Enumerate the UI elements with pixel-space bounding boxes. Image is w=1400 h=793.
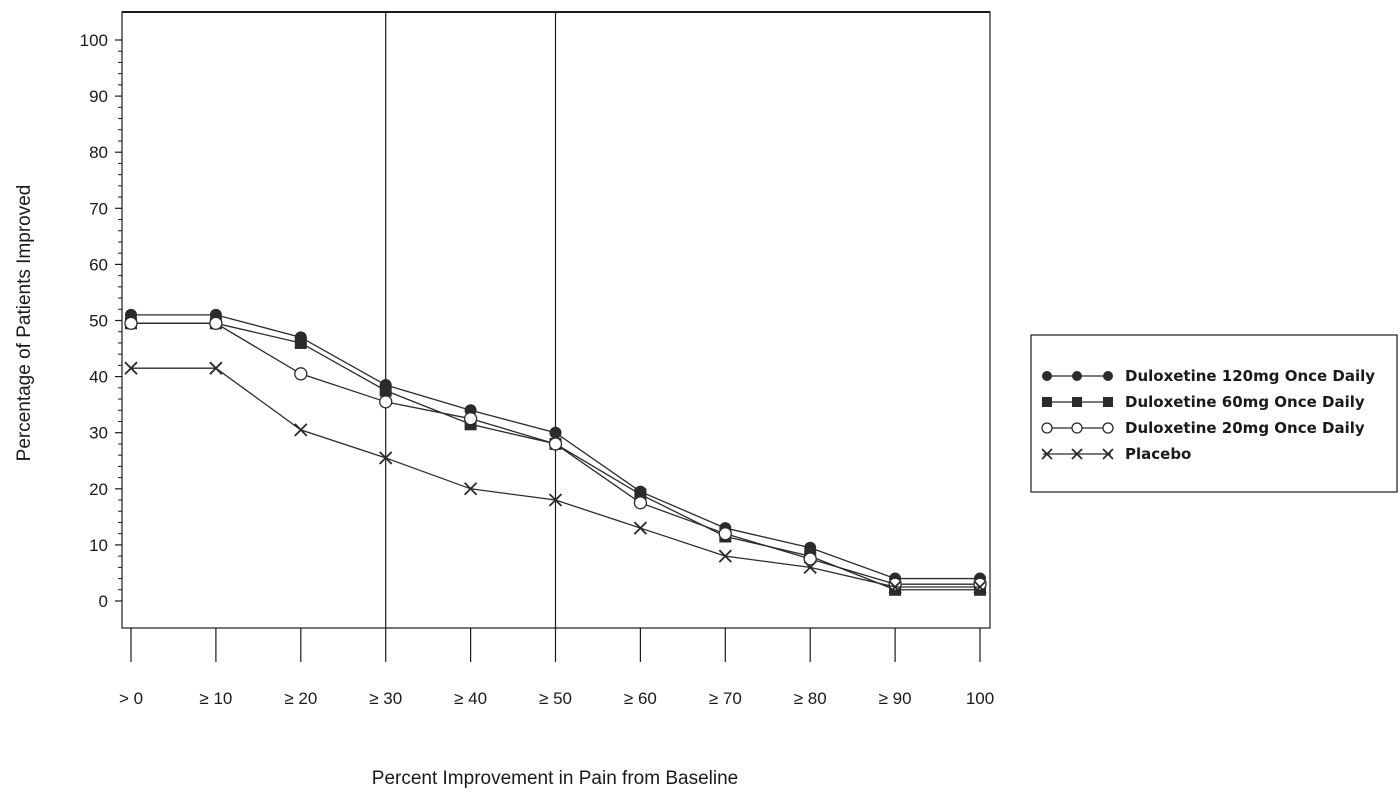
marker (1102, 422, 1114, 434)
marker (548, 493, 563, 507)
marker (548, 437, 563, 451)
marker (1041, 422, 1053, 434)
marker (379, 451, 393, 465)
legend-label: Duloxetine 120mg Once Daily (1125, 367, 1375, 385)
legend-entry: Duloxetine 60mg Once Daily (1042, 393, 1365, 411)
marker (124, 316, 138, 330)
marker (888, 577, 902, 591)
x-tick-label: 100 (966, 689, 994, 708)
marker (1103, 371, 1113, 381)
y-tick-label: 60 (89, 255, 108, 274)
x-tick-label: ≥ 20 (284, 689, 317, 708)
marker-stroke (548, 493, 563, 507)
marker (1042, 371, 1052, 381)
axes: 0 10 20 30 40 50 60 70 80 90 100 > 0 ≥ 10 ≥ 20 ≥ 30 ≥ 4… (80, 11, 994, 708)
x-tick-label: > 0 (119, 689, 143, 708)
marker-stroke (1041, 448, 1053, 460)
legend-label: Placebo (1125, 445, 1191, 463)
legend-label: Duloxetine 20mg Once Daily (1125, 419, 1365, 437)
marker (209, 361, 223, 375)
marker (973, 580, 987, 594)
marker (294, 423, 308, 437)
marker-stroke (124, 361, 138, 375)
y-tick-label: 20 (89, 480, 108, 499)
x-tick-label: ≥ 80 (794, 689, 827, 708)
marker-stroke (888, 580, 902, 594)
marker (1071, 422, 1083, 434)
marker (803, 560, 817, 574)
marker-stroke (1071, 448, 1083, 460)
legend-entry: Duloxetine 120mg Once Daily (1042, 367, 1375, 385)
x-tick-label: ≥ 60 (624, 689, 657, 708)
marker (463, 482, 478, 496)
marker-stroke (379, 451, 393, 465)
marker (379, 384, 392, 397)
marker-stroke (1102, 448, 1114, 460)
marker (294, 336, 307, 349)
marker-stroke (294, 423, 308, 437)
x-tick-label: ≥ 90 (879, 689, 912, 708)
x-tick-label: ≥ 40 (454, 689, 487, 708)
marker (1071, 448, 1083, 460)
x-tick-label: ≥ 10 (199, 689, 232, 708)
y-tick-label: 40 (89, 368, 108, 387)
series-layer (124, 308, 987, 596)
marker (973, 577, 987, 591)
series-3 (124, 316, 987, 591)
marker (1072, 371, 1082, 381)
y-tick-label: 70 (89, 199, 108, 218)
y-tick-label: 80 (89, 143, 108, 162)
marker (888, 580, 902, 594)
marker (463, 412, 478, 426)
x-tick-label: ≥ 30 (369, 689, 402, 708)
y-tick-label: 90 (89, 87, 108, 106)
marker (718, 549, 732, 563)
series-4 (124, 361, 987, 594)
marker-stroke (803, 560, 817, 574)
marker (1102, 448, 1114, 460)
marker (1041, 448, 1053, 460)
marker (718, 527, 732, 541)
marker (803, 552, 817, 566)
marker-stroke (718, 549, 732, 563)
marker (294, 367, 308, 381)
y-tick-label: 10 (89, 536, 108, 555)
x-tick-label: ≥ 50 (539, 689, 572, 708)
legend-label: Duloxetine 60mg Once Daily (1125, 393, 1365, 411)
marker (209, 316, 223, 330)
y-axis-title: Percentage of Patients Improved (14, 185, 35, 462)
x-tick-label: ≥ 70 (709, 689, 742, 708)
marker-stroke (633, 521, 648, 535)
marker (379, 395, 393, 409)
x-axis-title: Percent Improvement in Pain from Baselin… (372, 768, 738, 789)
legend: Duloxetine 120mg Once Daily Duloxetine 60… (1030, 334, 1398, 493)
marker-stroke (973, 580, 987, 594)
marker-stroke (463, 482, 478, 496)
y-tick-label: 0 (99, 592, 108, 611)
marker (124, 361, 138, 375)
y-tick-label: 30 (89, 424, 108, 443)
marker (1042, 397, 1052, 407)
marker (1072, 397, 1082, 407)
marker (549, 426, 562, 439)
legend-entry: Placebo (1041, 445, 1191, 463)
legend-entry: Duloxetine 20mg Once Daily (1041, 419, 1365, 437)
marker (1103, 397, 1113, 407)
y-tick-label: 50 (89, 312, 108, 331)
marker-stroke (209, 361, 223, 375)
legend-box (1030, 334, 1398, 493)
marker (633, 521, 648, 535)
y-tick-label: 100 (80, 31, 108, 50)
marker (633, 496, 648, 510)
